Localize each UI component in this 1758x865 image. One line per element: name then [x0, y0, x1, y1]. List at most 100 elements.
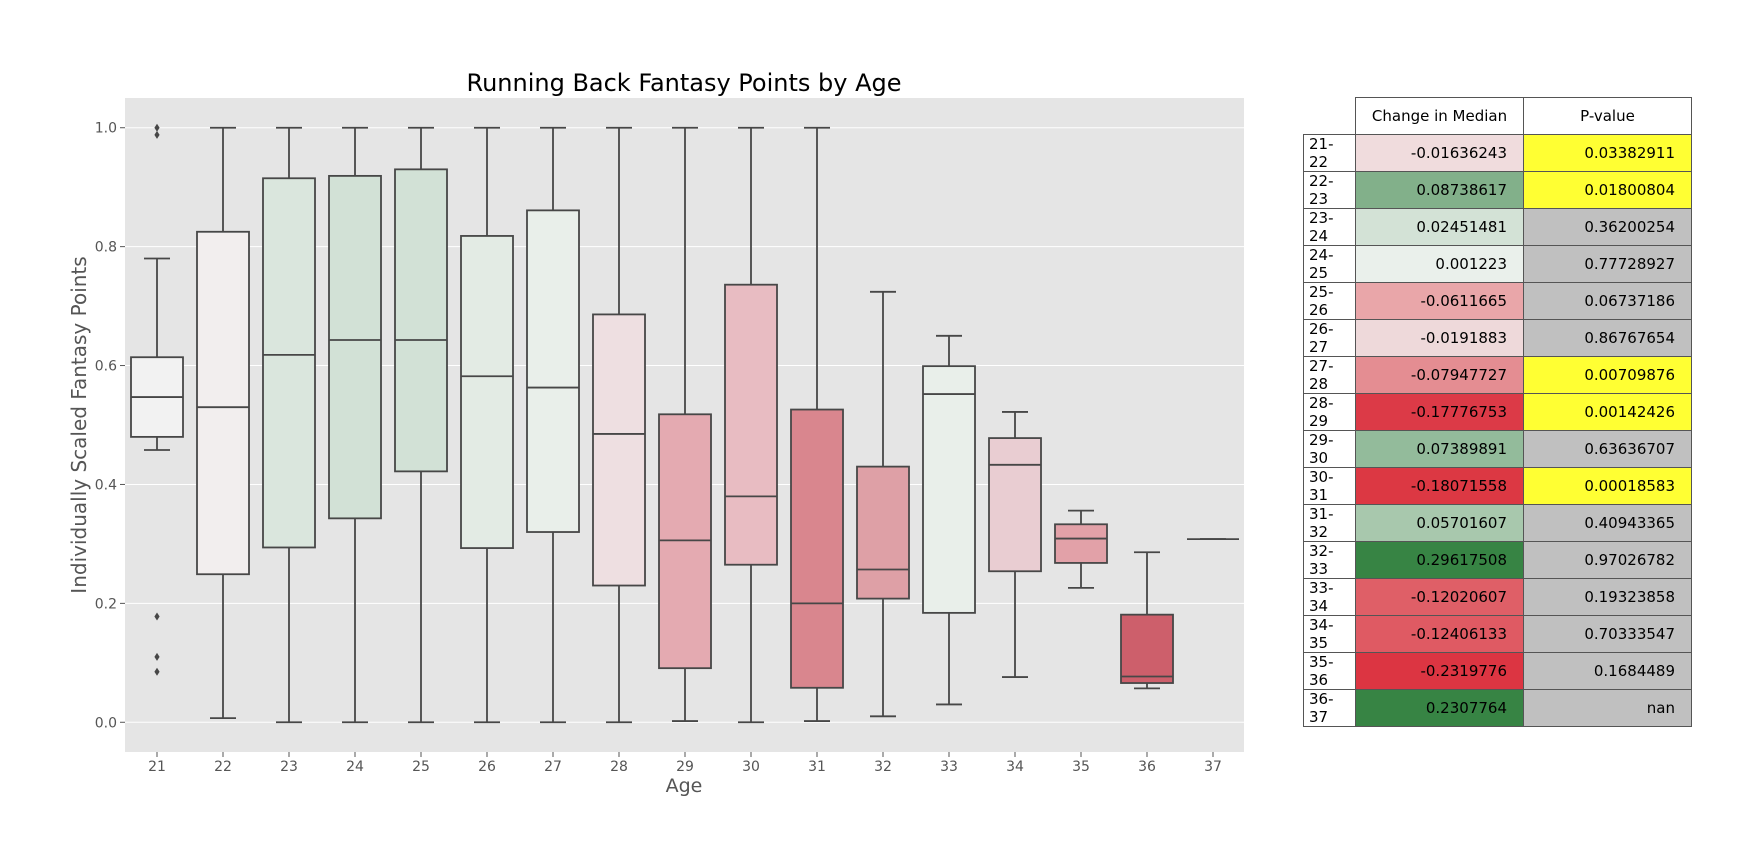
row-label: 28-29 — [1303, 393, 1356, 431]
table-row: 32-33 0.29617508 0.97026782 — [1303, 541, 1692, 579]
table-row: 23-24 0.02451481 0.36200254 — [1303, 208, 1692, 246]
box-age-36 — [1120, 551, 1174, 690]
y-tick-label: 0.8 — [95, 240, 117, 256]
box-age-33 — [922, 334, 976, 706]
x-tick-label: 37 — [1204, 759, 1222, 775]
box-age-29 — [658, 126, 712, 722]
table-row: 35-36 -0.2319776 0.1684489 — [1303, 652, 1692, 690]
table-corner-cell — [1304, 98, 1356, 135]
x-tick-label: 26 — [478, 759, 496, 775]
header-change-in-median: Change in Median — [1355, 97, 1524, 135]
change-in-median-cell: -0.12406133 — [1355, 615, 1524, 653]
box-age-24 — [328, 126, 382, 724]
p-value-cell: 0.19323858 — [1523, 578, 1692, 616]
row-label: 24-25 — [1303, 245, 1356, 283]
box-iqr — [394, 168, 448, 473]
box-age-21 — [130, 123, 184, 676]
box-iqr — [724, 283, 778, 566]
change-in-median-cell: 0.001223 — [1355, 245, 1524, 283]
row-label: 29-30 — [1303, 430, 1356, 468]
outlier-point — [154, 130, 160, 139]
x-tick-label: 23 — [280, 759, 298, 775]
p-value-cell: nan — [1523, 689, 1692, 727]
change-in-median-cell: -0.2319776 — [1355, 652, 1524, 690]
chart-title: Running Back Fantasy Points by Age — [466, 69, 901, 97]
change-in-median-cell: -0.01636243 — [1355, 134, 1524, 172]
x-axis-label: Age — [666, 775, 703, 797]
p-value-cell: 0.97026782 — [1523, 541, 1692, 579]
outlier-point — [154, 667, 160, 676]
box-age-32 — [856, 290, 910, 718]
y-tick-label: 1.0 — [95, 121, 117, 137]
table-body: 21-22 -0.01636243 0.03382911 22-23 0.0873861… — [1303, 134, 1692, 727]
change-in-median-cell: 0.2307764 — [1355, 689, 1524, 727]
box-iqr — [856, 465, 910, 600]
box-iqr — [196, 230, 250, 576]
box-age-22 — [196, 126, 250, 720]
table-row: 22-23 0.08738617 0.01800804 — [1303, 171, 1692, 209]
box-age-26 — [460, 126, 514, 724]
y-axis-label: Individually Scaled Fantasy Points — [67, 256, 91, 593]
change-in-median-cell: 0.02451481 — [1355, 208, 1524, 246]
x-tick-label: 35 — [1072, 759, 1090, 775]
change-in-median-cell: -0.07947727 — [1355, 356, 1524, 394]
box-iqr — [328, 174, 382, 520]
p-value-cell: 0.03382911 — [1523, 134, 1692, 172]
table-header-row: Change in Median P-value — [1304, 97, 1692, 135]
change-in-median-cell: 0.08738617 — [1355, 171, 1524, 209]
x-tick-label: 29 — [676, 759, 694, 775]
x-tick-label: 33 — [940, 759, 958, 775]
y-tick-label: 0.6 — [95, 359, 117, 375]
p-value-cell: 0.06737186 — [1523, 282, 1692, 320]
table-row: 25-26 -0.0611665 0.06737186 — [1303, 282, 1692, 320]
change-in-median-cell: 0.29617508 — [1355, 541, 1524, 579]
row-label: 32-33 — [1303, 541, 1356, 579]
p-value-cell: 0.1684489 — [1523, 652, 1692, 690]
table-row: 31-32 0.05701607 0.40943365 — [1303, 504, 1692, 542]
x-tick-label: 36 — [1138, 759, 1156, 775]
table-row: 26-27 -0.0191883 0.86767654 — [1303, 319, 1692, 357]
change-in-median-cell: -0.0191883 — [1355, 319, 1524, 357]
box-iqr — [526, 209, 580, 533]
y-tick-label: 0.2 — [95, 596, 117, 612]
row-label: 27-28 — [1303, 356, 1356, 394]
x-tick-label: 21 — [148, 759, 166, 775]
box-age-23 — [262, 126, 316, 724]
row-label: 35-36 — [1303, 652, 1356, 690]
p-value-cell: 0.86767654 — [1523, 319, 1692, 357]
change-in-median-cell: 0.05701607 — [1355, 504, 1524, 542]
p-value-cell: 0.40943365 — [1523, 504, 1692, 542]
row-label: 25-26 — [1303, 282, 1356, 320]
x-tick-label: 31 — [808, 759, 826, 775]
p-value-cell: 0.00142426 — [1523, 393, 1692, 431]
box-age-34 — [988, 411, 1042, 678]
row-label: 34-35 — [1303, 615, 1356, 653]
row-label: 26-27 — [1303, 319, 1356, 357]
box-age-28 — [592, 126, 646, 724]
table-row: 24-25 0.001223 0.77728927 — [1303, 245, 1692, 283]
box-iqr — [1054, 523, 1108, 564]
row-label: 21-22 — [1303, 134, 1356, 172]
box-iqr — [262, 177, 316, 549]
row-label: 33-34 — [1303, 578, 1356, 616]
table-row: 36-37 0.2307764 nan — [1303, 689, 1692, 727]
change-in-median-cell: -0.18071558 — [1355, 467, 1524, 505]
outlier-point — [154, 612, 160, 621]
box-age-25 — [394, 126, 448, 724]
p-value-cell: 0.00018583 — [1523, 467, 1692, 505]
change-in-median-cell: -0.0611665 — [1355, 282, 1524, 320]
median-change-table-container: Change in Median P-value 21-22 -0.0163624… — [1303, 97, 1692, 727]
table-row: 30-31 -0.18071558 0.00018583 — [1303, 467, 1692, 505]
x-tick-label: 28 — [610, 759, 628, 775]
box-age-35 — [1054, 509, 1108, 589]
x-tick-label: 32 — [874, 759, 892, 775]
box-iqr — [1120, 613, 1174, 684]
y-axis-ticks: 0.0 0.2 0.4 0.6 0.8 1.0 — [95, 121, 125, 731]
table-row: 34-35 -0.12406133 0.70333547 — [1303, 615, 1692, 653]
x-tick-label: 25 — [412, 759, 430, 775]
table-row: 29-30 0.07389891 0.63636707 — [1303, 430, 1692, 468]
box-iqr — [592, 313, 646, 587]
x-tick-label: 24 — [346, 759, 364, 775]
outlier-point — [154, 123, 160, 132]
